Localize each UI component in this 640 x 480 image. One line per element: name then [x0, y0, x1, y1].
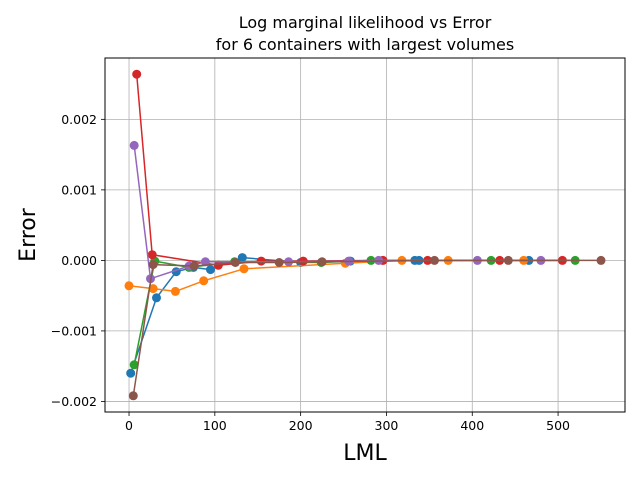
data-point — [152, 293, 161, 303]
data-point — [128, 391, 138, 401]
x-tick-label: 300 — [375, 418, 399, 433]
chart-title-line-1: Log marginal likelihood vs Error — [239, 13, 492, 32]
data-point — [239, 264, 249, 274]
y-axis: −0.002 −0.001 0.000 0.001 0.002 — [51, 112, 105, 409]
data-point — [126, 368, 136, 378]
data-point — [596, 255, 606, 265]
y-tick-label: 0.002 — [61, 112, 97, 127]
data-point — [189, 261, 199, 271]
data-point — [237, 253, 247, 263]
data-point — [317, 257, 327, 267]
x-axis: 0 100 200 300 400 500 — [125, 412, 570, 433]
x-tick-label: 400 — [460, 418, 484, 433]
data-point — [200, 257, 210, 267]
x-tick-label: 200 — [289, 418, 313, 433]
data-point — [199, 276, 209, 286]
data-point — [170, 286, 180, 296]
data-point — [206, 265, 215, 275]
data-point — [148, 260, 158, 270]
data-point — [430, 255, 439, 265]
y-axis-label: Error — [16, 207, 41, 262]
data-point — [132, 69, 142, 79]
y-tick-label: 0.000 — [61, 253, 97, 268]
data-point — [147, 250, 157, 260]
x-tick-label: 500 — [546, 418, 570, 433]
chart-title: Log marginal likelihood vs Error for 6 c… — [216, 13, 514, 54]
data-point — [129, 360, 139, 370]
data-point — [124, 281, 134, 291]
x-axis-label: LML — [343, 441, 387, 466]
y-tick-label: −0.002 — [51, 394, 97, 409]
data-point — [129, 140, 139, 150]
y-tick-label: 0.001 — [61, 182, 97, 197]
chart-title-line-2: for 6 containers with largest volumes — [216, 35, 514, 54]
x-tick-label: 0 — [125, 418, 133, 433]
series-group — [124, 69, 606, 401]
data-point — [503, 255, 513, 265]
data-point — [148, 284, 158, 294]
x-tick-label: 100 — [203, 418, 227, 433]
data-point — [274, 258, 284, 267]
plot-frame — [104, 57, 626, 413]
y-tick-label: −0.001 — [51, 323, 97, 338]
series-6 — [128, 255, 606, 401]
data-point — [230, 258, 240, 267]
